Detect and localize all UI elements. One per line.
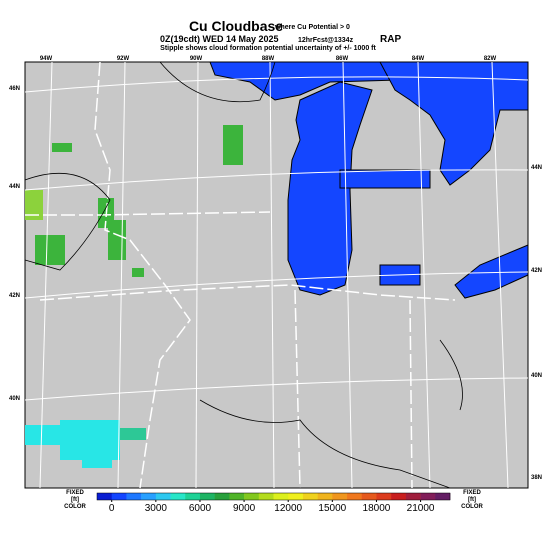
lat-label: 42N [9, 293, 20, 299]
map-area [24, 61, 529, 489]
colorbar-swatch [391, 493, 407, 500]
graticule [24, 61, 529, 489]
colorbar-swatch [170, 493, 186, 500]
colorbar-tick-label: 6000 [189, 503, 212, 514]
patch [82, 440, 112, 468]
colorbar-swatch [302, 493, 318, 500]
colorbar-swatch [376, 493, 392, 500]
title-note: where Cu Potential > 0 [274, 24, 350, 31]
patch [132, 268, 144, 277]
colorbar-swatch [199, 493, 215, 500]
colorbar-swatch [126, 493, 142, 500]
lat-label: 38N [531, 475, 542, 481]
lakes [209, 61, 529, 299]
subtitle: Stipple shows cloud formation potential … [160, 45, 376, 52]
lon-label: 84W [412, 56, 425, 62]
forecast: 12hrFcst@1334z [298, 37, 354, 44]
border [94, 61, 191, 489]
contour [439, 339, 463, 411]
colorbar-swatch [405, 493, 421, 500]
meridians [39, 61, 509, 489]
colorbar-swatch [111, 493, 127, 500]
lat-label: 42N [531, 268, 542, 274]
valid-time: 0Z(19cdt) WED 14 May 2025 [160, 34, 279, 44]
colorbar-frame [96, 492, 451, 501]
lat-label: 40N [531, 373, 542, 379]
colorbar-swatch [258, 493, 274, 500]
colorbar-swatch [244, 493, 260, 500]
colorbar-swatch [435, 493, 451, 500]
lake-huron [379, 61, 529, 186]
patch [223, 125, 243, 165]
colorbar-swatch [273, 493, 289, 500]
patch [25, 190, 43, 220]
colorbar-side-label: [ft] [468, 497, 476, 503]
colorbar-tick-label: 18000 [363, 503, 391, 514]
border [39, 284, 456, 301]
colorbar-tick-label: 0 [109, 503, 115, 514]
lon-label: 94W [40, 56, 53, 62]
parallels [24, 76, 529, 401]
colorbar-swatch [141, 493, 157, 500]
colorbar-swatch [214, 493, 230, 500]
colorbar-swatch [420, 493, 436, 500]
border [25, 211, 271, 216]
colorbar-side-label: FIXED [66, 490, 84, 496]
lat-label: 46N [9, 86, 20, 92]
contours [24, 61, 463, 489]
colorbar-side-label: FIXED [463, 490, 481, 496]
contour [24, 172, 111, 271]
colorbar-swatch [317, 493, 333, 500]
colorbar-side-label: COLOR [461, 504, 483, 510]
lat-label: 40N [9, 396, 20, 402]
colorbar: 0 3000 6000 9000 12000 15000 18000 21000FIXED[f… [64, 490, 483, 514]
map-labels: 94W 92W 90W 88W 86W 84W 82W 46N 44N 42N 40N 44N 42N 4… [9, 56, 542, 481]
patch [120, 428, 146, 440]
patch [35, 235, 65, 265]
colorbar-swatch [361, 493, 377, 500]
colorbar-tick-label: 3000 [145, 503, 168, 514]
patch [339, 169, 431, 189]
lon-label: 90W [190, 56, 203, 62]
contour [159, 61, 276, 103]
colorbar-tick-label: 15000 [318, 503, 346, 514]
border [409, 299, 413, 489]
model: RAP [380, 34, 401, 45]
colorbar-swatch [185, 493, 201, 500]
title: Cu Cloudbase [189, 18, 283, 34]
lon-label: 82W [484, 56, 497, 62]
colorbar-side-label: [ft] [71, 497, 79, 503]
lat-label: 44N [9, 184, 20, 190]
colorbar-swatch [347, 493, 363, 500]
lat-label: 44N [531, 165, 542, 171]
colorbar-swatch [229, 493, 245, 500]
colorbar-tick-label: 21000 [407, 503, 435, 514]
colorbar-swatch [97, 493, 113, 500]
colorbar-swatch [288, 493, 304, 500]
patch [108, 220, 126, 260]
state-borders [25, 61, 456, 489]
lon-label: 86W [336, 56, 349, 62]
contour [199, 399, 451, 489]
colorbar-swatch [332, 493, 348, 500]
colorbar-tick-label: 12000 [274, 503, 302, 514]
border [294, 289, 301, 489]
lake-erie [454, 244, 529, 299]
colorbar-swatch [155, 493, 171, 500]
colorbar-tick-label: 9000 [233, 503, 256, 514]
cloudbase-patches-low [25, 420, 146, 468]
colorbar-side-label: COLOR [64, 504, 86, 510]
patch [52, 143, 72, 152]
lon-label: 88W [262, 56, 275, 62]
lon-label: 92W [117, 56, 130, 62]
